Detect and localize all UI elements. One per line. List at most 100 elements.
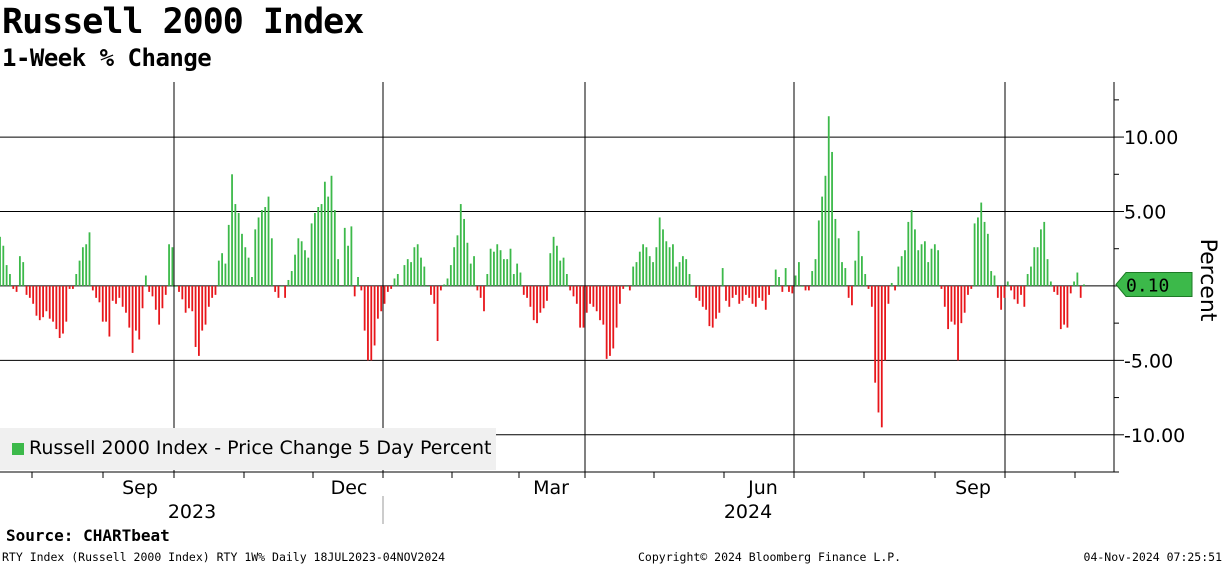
bar <box>9 274 11 286</box>
bar <box>264 207 267 286</box>
bar <box>118 285 121 298</box>
bar <box>708 285 711 327</box>
bar <box>135 285 137 331</box>
bar <box>373 285 376 346</box>
bar <box>426 285 429 287</box>
bar <box>241 233 243 286</box>
bar <box>65 285 68 322</box>
bar <box>615 285 618 328</box>
bar <box>599 285 601 321</box>
bar <box>857 230 860 286</box>
bar <box>635 262 638 286</box>
bar <box>181 285 184 300</box>
bar <box>861 256 863 286</box>
bar <box>360 285 363 291</box>
bar <box>877 285 880 413</box>
bar <box>260 210 263 286</box>
bar <box>652 262 654 286</box>
bar <box>977 217 979 286</box>
bar <box>357 277 359 286</box>
bar <box>111 285 114 301</box>
bar <box>383 285 386 304</box>
bar <box>721 268 724 286</box>
bar <box>95 285 98 298</box>
bar <box>88 232 91 286</box>
bar <box>128 285 131 328</box>
bar <box>685 259 688 286</box>
bar <box>950 285 953 322</box>
bar <box>841 262 843 286</box>
bar <box>416 244 419 286</box>
bar <box>168 244 170 286</box>
bar <box>844 268 847 286</box>
source-label: Source: CHARTbeat <box>6 526 170 545</box>
bar <box>386 285 389 292</box>
bar <box>625 285 628 287</box>
bar <box>705 285 707 310</box>
bar <box>274 285 277 292</box>
bar <box>164 285 167 295</box>
bar <box>55 285 58 330</box>
bar <box>105 285 107 322</box>
bar <box>509 248 512 286</box>
bar <box>191 285 194 312</box>
bar <box>314 212 316 286</box>
bar <box>400 285 403 287</box>
bar <box>943 285 946 307</box>
bar <box>390 285 393 289</box>
bar <box>161 285 164 309</box>
bar <box>940 285 943 289</box>
bar <box>632 266 635 286</box>
bar <box>549 253 552 286</box>
bar <box>1033 247 1036 286</box>
bar <box>645 247 648 286</box>
bar <box>1023 285 1026 307</box>
legend-label: Russell 2000 Index - Price Change 5 Day … <box>29 437 492 459</box>
bar <box>585 285 588 313</box>
bar <box>370 285 373 361</box>
bar <box>516 263 519 286</box>
bar <box>668 247 671 286</box>
bar <box>327 196 330 286</box>
bar <box>884 285 886 361</box>
bar <box>990 271 993 286</box>
bar <box>927 262 930 286</box>
bar <box>5 265 8 286</box>
bar <box>831 151 833 286</box>
bar <box>967 285 969 295</box>
bar <box>323 181 326 286</box>
bar <box>781 285 784 292</box>
bar <box>930 248 933 286</box>
bar <box>718 285 721 313</box>
bar <box>522 285 525 295</box>
bar <box>691 285 694 287</box>
bar <box>894 285 896 291</box>
bar <box>330 175 333 286</box>
bar <box>1006 281 1009 286</box>
bar <box>459 204 462 286</box>
bar <box>244 247 247 286</box>
bar <box>304 250 306 286</box>
bar <box>804 285 807 291</box>
bar <box>983 221 986 286</box>
bar <box>963 285 966 313</box>
x-month-label: Sep <box>122 477 158 499</box>
x-year-label: 2024 <box>724 501 772 523</box>
bar <box>579 285 582 328</box>
bar <box>287 279 290 286</box>
bar <box>393 278 396 286</box>
bar <box>754 285 757 307</box>
bar <box>138 285 141 340</box>
bar <box>1079 285 1082 298</box>
bar <box>880 285 883 428</box>
bar <box>529 285 532 307</box>
bar <box>642 244 645 286</box>
bar <box>25 285 28 295</box>
bar <box>496 244 499 286</box>
bar <box>403 265 406 286</box>
bar <box>761 285 764 301</box>
bar <box>675 266 678 286</box>
bar <box>307 257 310 286</box>
bar <box>947 285 949 330</box>
bar <box>217 260 220 286</box>
